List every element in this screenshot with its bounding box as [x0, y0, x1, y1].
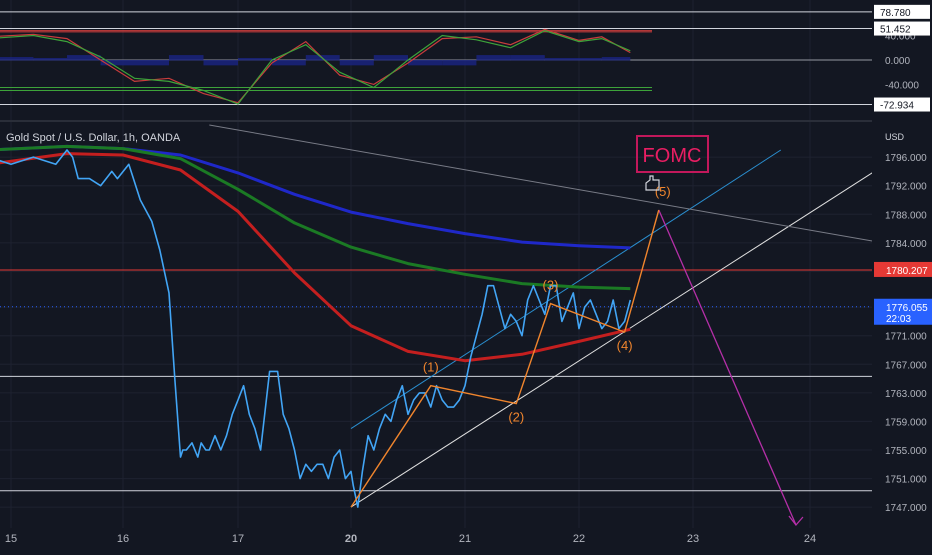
- oscillator-tick-label: 40.000: [885, 32, 916, 43]
- wave-label: (1): [423, 360, 439, 375]
- moving-average-line: [0, 144, 631, 291]
- time-tick-label: 16: [117, 533, 129, 545]
- oscillator-histogram-bar: [238, 58, 272, 61]
- oscillator-histogram-bar: [203, 59, 238, 66]
- price-tick-label: 1784.000: [885, 239, 927, 250]
- price-tick-label: 1767.000: [885, 360, 927, 371]
- oscillator-pane: [0, 11, 872, 106]
- trendline: [209, 124, 875, 242]
- time-tick-label: 15: [5, 533, 17, 545]
- wave-count: (1) (2) (3) (4) (5): [350, 184, 671, 508]
- price-tick-label: 1788.000: [885, 210, 927, 221]
- time-tick-label: 21: [459, 533, 471, 545]
- oscillator-histogram-bar: [442, 59, 477, 66]
- oscillator-level-label: -72.934: [880, 101, 914, 112]
- oscillator-histogram-bar: [33, 58, 67, 61]
- oscillator-histogram-bar: [134, 59, 169, 66]
- oscillator-histogram-bar: [601, 57, 631, 61]
- oscillator-histogram-bar: [271, 59, 306, 66]
- wave-label: (4): [617, 338, 633, 353]
- chart-title: Gold Spot / U.S. Dollar, 1h, OANDA: [6, 132, 181, 144]
- horizontal-levels: [0, 269, 872, 492]
- price-axis[interactable]: 1796.0001792.0001788.0001784.0001780.000…: [872, 0, 932, 550]
- time-tick-label: 23: [687, 533, 699, 545]
- oscillator-histogram-bar: [67, 55, 101, 61]
- trendline: [350, 170, 875, 508]
- price-tick-label: 1759.000: [885, 417, 927, 428]
- oscillator-histogram-bar: [544, 58, 579, 61]
- price-level-label: 1776.055: [886, 303, 928, 314]
- oscillator-level-badge: [874, 97, 930, 112]
- oscillator-histogram-bar: [579, 58, 602, 61]
- oscillator-histogram-bar: [0, 57, 34, 61]
- price-level-badge: [874, 298, 932, 325]
- price-level-label: 1780.207: [886, 266, 928, 277]
- trendline: [350, 149, 782, 430]
- oscillator-level-badge: [874, 4, 930, 19]
- time-axis-bg: [0, 528, 932, 550]
- price-tick-label: 1751.000: [885, 475, 927, 486]
- wave-label: (5): [655, 184, 671, 199]
- fomc-annotation[interactable]: FOMC: [636, 135, 709, 173]
- time-tick-label: 24: [804, 533, 816, 545]
- oscillator-histogram-bar: [476, 55, 511, 61]
- oscillator-line-0: [0, 28, 631, 104]
- oscillator-level-label: 78.780: [880, 8, 911, 19]
- projection-arrow-line: [658, 209, 797, 526]
- price-series: [0, 149, 632, 508]
- oscillator-histogram-bar: [373, 55, 408, 61]
- oscillator-level-badge: [874, 21, 930, 36]
- price-line: [0, 149, 632, 508]
- time-axis[interactable]: 15 16 17 20 21 22 23 24: [0, 528, 932, 550]
- currency-label: USD: [885, 132, 905, 142]
- price-tick-label: 1755.000: [885, 446, 927, 457]
- price-level-badge: [874, 261, 932, 277]
- hand-pointer-icon: [645, 175, 660, 191]
- oscillator-histogram-bar: [339, 59, 374, 66]
- oscillator-histogram-bar: [408, 59, 443, 66]
- fomc-text: FOMC: [643, 145, 702, 167]
- price-tick-label: 1792.000: [885, 182, 927, 193]
- price-tick-label: 1771.000: [885, 332, 927, 343]
- oscillator-histogram-bar: [169, 55, 204, 61]
- oscillator-tick-label: -40.000: [885, 80, 919, 91]
- time-tick-label: 17: [232, 533, 244, 545]
- oscillator-level-label: 51.452: [880, 25, 911, 36]
- moving-average-line: [0, 152, 631, 363]
- oscillator-tick-label: 0.000: [885, 56, 910, 67]
- oscillator-histogram-bar: [510, 55, 545, 61]
- price-tick-label: 1796.000: [885, 153, 927, 164]
- time-tick-label: 22: [573, 533, 585, 545]
- grid: [0, 0, 932, 528]
- price-tick-label: 1763.000: [885, 389, 927, 400]
- trendlines: [209, 124, 875, 527]
- wave-label: (3): [543, 278, 559, 293]
- oscillator-line-1: [0, 30, 631, 105]
- price-tick-label: 1747.000: [885, 503, 927, 514]
- oscillator-histogram-bar: [100, 59, 135, 66]
- fomc-box: [636, 135, 709, 173]
- moving-averages: [0, 144, 631, 363]
- wave-count-line: [350, 209, 660, 508]
- wave-label: (2): [508, 410, 524, 425]
- price-level-time-label: 22:03: [886, 314, 911, 325]
- time-tick-label: 20: [345, 533, 357, 545]
- projection-arrow-head: [788, 515, 804, 527]
